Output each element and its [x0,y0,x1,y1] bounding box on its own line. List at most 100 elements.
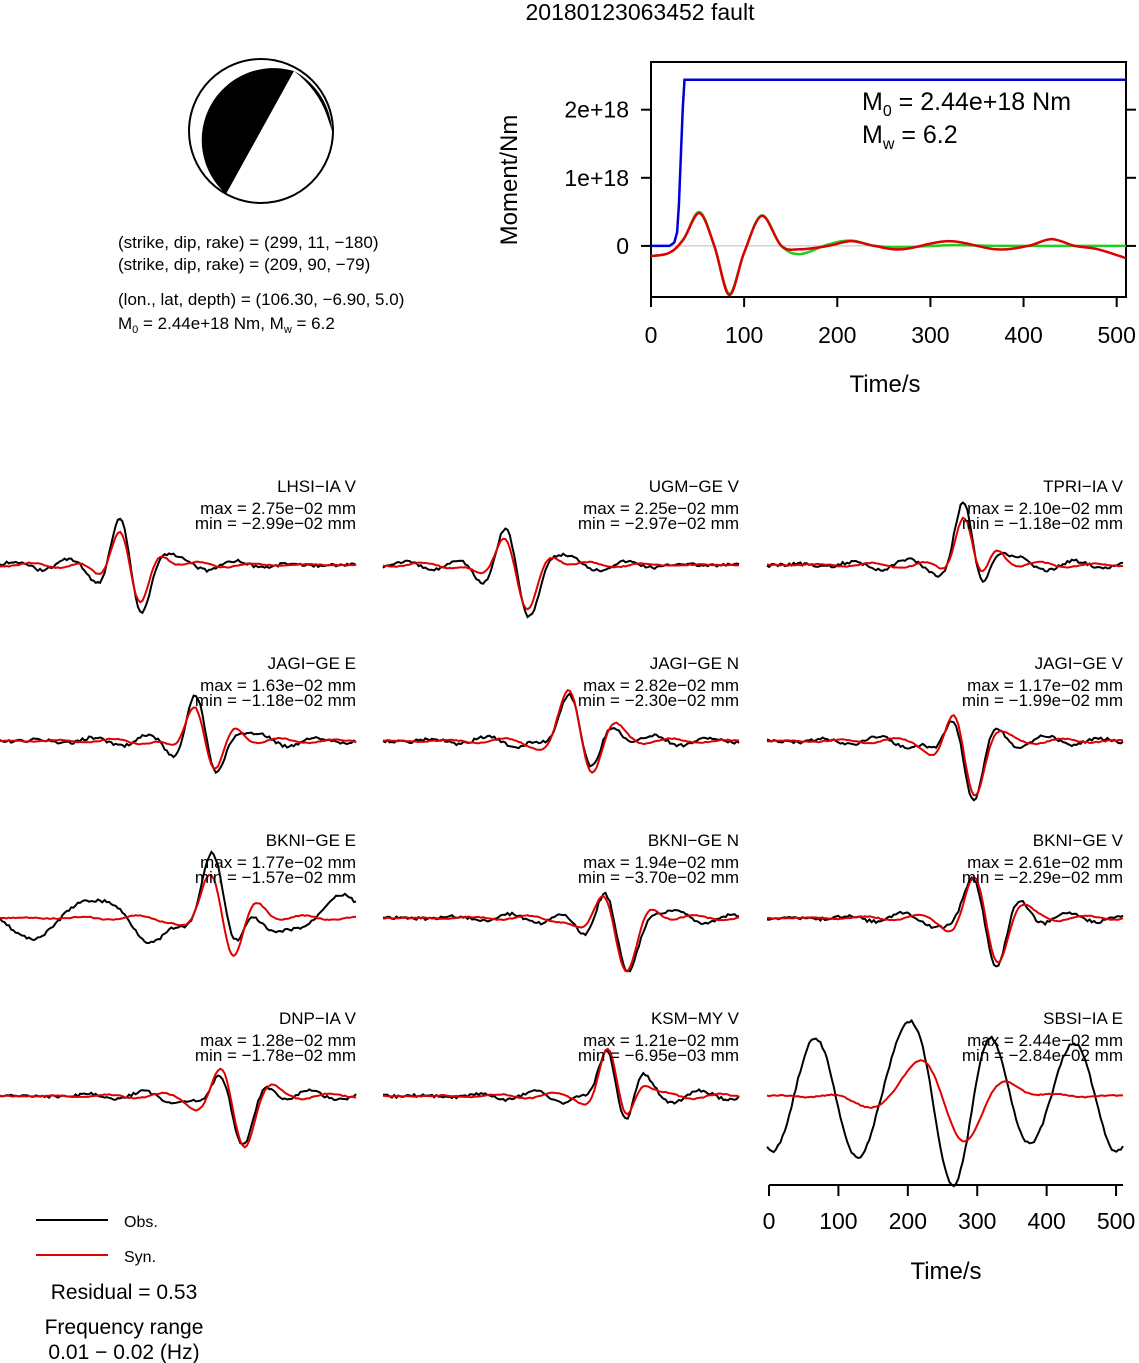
station-max: max = 1.94e−02 mm [583,853,739,872]
moment-m0-label: M0 = 2.44e+18 Nm [862,88,1071,120]
moment-stf-red-line [650,211,1127,297]
moment-summary: M0 = 2.44e+18 Nm, Mw = 6.2 [118,314,335,336]
station-syn-trace [0,706,357,770]
moment-rate-panel: 0 100 200 300 400 500 0 1e+18 2e+18 M0 = 2.44e+1… [496,61,1136,398]
station-obs-trace [382,891,740,973]
station-syn-trace [383,894,740,973]
station-min: min = −1.99e−02 mm [962,691,1123,710]
station-max: max = 2.10e−02 mm [967,499,1123,518]
waveform-xtick-label: 500 [1097,1208,1135,1234]
station-obs-trace [0,1074,357,1146]
frequency-label: Frequency range [45,1316,204,1339]
station-syn-trace [766,1059,1124,1143]
station-name: TPRI−IA V [1043,477,1123,496]
station-min: min = −2.97e−02 mm [578,514,739,533]
station-obs-trace [766,876,1124,968]
moment-xtick-label: 200 [818,322,856,348]
station-max: max = 1.63e−02 mm [200,676,356,695]
moment-xlabel: Time/s [849,371,920,398]
moment-cumulative-line [651,78,1126,248]
frequency-value: 0.01 − 0.02 (Hz) [48,1341,199,1363]
station-max: max = 1.21e−02 mm [583,1031,739,1050]
location-line: (lon., lat, depth) = (106.30, −6.90, 5.0… [118,290,404,309]
station-syn-trace [767,713,1124,797]
moment-stf-green-line [650,210,1126,295]
beachball [188,58,334,204]
moment-mw-label: Mw = 6.2 [862,121,958,153]
waveform-xtick-label: 400 [1027,1208,1065,1234]
station-max: max = 2.44e−02 mm [967,1031,1123,1050]
station-name: JAGI−GE N [650,654,739,673]
station-name: KSM−MY V [651,1009,740,1028]
legend-syn-label: Syn. [124,1249,156,1266]
legend: Obs. Syn. [36,1214,158,1266]
station-obs-trace [383,1049,740,1120]
station-obs-trace [766,1018,1124,1188]
beachball-compressional-quadrant [201,68,294,194]
station-name: BKNI−GE E [266,831,356,850]
station-min: min = −2.30e−02 mm [578,691,739,710]
station-max: max = 1.17e−02 mm [967,676,1123,695]
station-name: UGM−GE V [649,477,740,496]
waveform-xtick-label: 200 [889,1208,927,1234]
nodal-plane-1: (strike, dip, rake) = (299, 11, −180) [118,233,378,252]
station-syn-trace [382,1047,740,1116]
station-min: min = −6.95e−03 mm [578,1046,739,1065]
station-name: BKNI−GE V [1033,831,1124,850]
moment-xtick-label: 400 [1004,322,1042,348]
station-min: min = −1.57e−02 mm [195,868,356,887]
station-obs-trace [382,527,740,619]
waveform-xlabel: Time/s [910,1258,981,1285]
legend-obs-label: Obs. [124,1214,158,1231]
station-syn-trace [382,537,740,611]
station-name: SBSI−IA E [1043,1009,1123,1028]
station-name: BKNI−GE N [648,831,739,850]
station-min: min = −1.78e−02 mm [195,1046,356,1065]
station-obs-trace [0,694,357,775]
moment-ytick-label: 1e+18 [564,165,629,191]
station-min: min = −2.84e−02 mm [962,1046,1123,1065]
station-max: max = 2.25e−02 mm [583,499,739,518]
moment-xtick-label: 100 [725,322,763,348]
station-min: min = −2.29e−02 mm [962,868,1123,887]
station-syn-trace [0,873,357,958]
station-name: DNP−IA V [279,1009,357,1028]
station-min: min = −1.18e−02 mm [195,691,356,710]
station-max: max = 1.28e−02 mm [200,1031,356,1050]
station-syn-trace [767,876,1124,965]
waveform-time-axis: Time/s 0 100 200 300 400 500 [763,1184,1135,1285]
waveform-xtick-label: 300 [958,1208,996,1234]
station-max: max = 2.82e−02 mm [583,676,739,695]
station-max: max = 2.75e−02 mm [200,499,356,518]
station-name: JAGI−GE E [268,654,356,673]
nodal-plane-2: (strike, dip, rake) = (209, 90, −79) [118,255,370,274]
moment-ytick-label: 0 [616,233,629,259]
station-name: JAGI−GE V [1035,654,1124,673]
station-min: min = −3.70e−02 mm [578,868,739,887]
station-obs-trace [0,850,357,944]
moment-ytick-label: 2e+18 [564,97,629,123]
moment-ylabel: Moment/Nm [496,115,523,246]
station-obs-trace [766,501,1124,584]
station-syn-trace [0,1067,357,1149]
moment-panel-frame [650,61,1127,298]
station-syn-trace [0,530,357,604]
station-min: min = −1.18e−02 mm [962,514,1123,533]
station-syn-trace [382,689,740,774]
moment-xtick-label: 300 [911,322,949,348]
station-max: max = 2.61e−02 mm [967,853,1123,872]
waveform-xtick-label: 100 [819,1208,857,1234]
